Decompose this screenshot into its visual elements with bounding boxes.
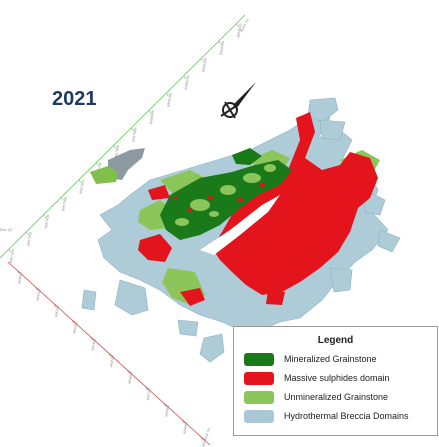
north-tick-mark — [43, 214, 46, 218]
east-tick-label: 484100 — [36, 288, 42, 301]
north-tick-label: 6957500 — [61, 197, 67, 212]
east-axis-label: East (X) — [203, 427, 211, 440]
north-tick-label: 6958400 — [219, 41, 225, 56]
legend-swatch — [244, 391, 274, 404]
legend-label: Massive sulphides domain — [284, 373, 390, 383]
east-tick-label: 484700 — [146, 388, 152, 401]
north-tick-mark — [96, 162, 99, 166]
legend-swatch — [244, 372, 274, 385]
north-tick-mark — [166, 92, 169, 97]
north-arrow-compass-icon — [220, 82, 256, 119]
east-tick-mark — [108, 353, 112, 357]
east-tick-mark — [163, 403, 167, 407]
north-tick-mark — [61, 197, 64, 201]
north-tick-mark — [131, 127, 134, 131]
east-tick-label: 484800 — [164, 405, 170, 418]
east-tick-mark — [145, 386, 148, 390]
legend-item-unmineralized-grainstone: Unmineralized Grainstone — [244, 391, 434, 407]
north-tick-label: 6958200 — [184, 75, 190, 90]
north-tick-label: 6958100 — [166, 93, 172, 108]
east-tick-label: 484000 — [17, 272, 23, 285]
east-tick-mark — [127, 369, 130, 374]
north-tick-label: 6957300 — [26, 231, 32, 246]
legend-label: Unmineralized Grainstone — [284, 392, 389, 402]
east-tick-label: 484200 — [54, 305, 60, 318]
east-tick-label: 484900 — [183, 422, 189, 435]
north-axis-line — [0, 14, 246, 259]
north-tick-mark — [201, 58, 204, 62]
north-tick-label: 6957800 — [114, 145, 120, 160]
grainstone-mottling — [175, 164, 276, 226]
legend-item-massive-sulphides: Massive sulphides domain — [244, 372, 434, 388]
north-tick-mark — [26, 231, 29, 236]
east-tick-label: 484300 — [72, 322, 78, 335]
massive-sulphides-domain — [138, 112, 378, 306]
elevation-axis-label: Elev (Z) — [0, 228, 12, 232]
north-axis-label: North (Y) — [239, 18, 250, 32]
north-tick-label: 6958500 — [236, 23, 242, 38]
north-tick-mark — [218, 40, 221, 45]
east-tick-mark — [72, 320, 75, 324]
north-tick-label: 6958000 — [149, 110, 155, 125]
east-tick-label: 485000 — [201, 438, 207, 447]
north-tick-mark — [78, 179, 81, 184]
east-tick-mark — [53, 303, 57, 307]
north-tick-mark — [183, 75, 186, 79]
isolated-block — [90, 148, 145, 184]
east-tick-mark — [182, 419, 185, 424]
north-tick-label: 6957200 — [9, 249, 15, 264]
north-tick-label: 6957400 — [44, 214, 50, 229]
north-tick-label: 6957600 — [79, 179, 85, 194]
legend-item-mineralized-grainstone: Mineralized Grainstone — [244, 353, 434, 369]
east-tick-mark — [35, 286, 38, 291]
east-tick-label: 484500 — [109, 355, 115, 368]
north-tick-mark — [113, 145, 116, 149]
north-tick-label: 6957900 — [131, 127, 137, 142]
legend-title: Legend — [317, 335, 354, 346]
east-tick-label: 484400 — [91, 338, 97, 351]
sulphide-flecks — [174, 183, 265, 212]
east-axis-ticks: 484000 484100 484200 484300 484400 484500 4846… — [16, 270, 207, 447]
north-tick-mark — [148, 110, 151, 114]
legend: Legend Mineralized Grainstone Massive su… — [233, 326, 438, 436]
north-tick-mark — [236, 23, 239, 27]
east-tick-mark — [16, 270, 20, 274]
fracture-gap — [200, 195, 280, 255]
legend-swatch — [244, 353, 274, 366]
east-tick-label: 484600 — [127, 372, 133, 385]
year-label: 2021 — [52, 88, 97, 110]
legend-swatch — [244, 410, 274, 423]
legend-item-hydrothermal-breccia: Hydrothermal Breccia Domains — [244, 410, 434, 426]
legend-label: Hydrothermal Breccia Domains — [284, 411, 409, 421]
legend-label: Mineralized Grainstone — [284, 354, 377, 364]
east-tick-mark — [90, 336, 93, 341]
north-tick-mark — [8, 249, 11, 253]
north-tick-label: 6958300 — [201, 58, 207, 73]
east-tick-mark — [200, 436, 204, 440]
